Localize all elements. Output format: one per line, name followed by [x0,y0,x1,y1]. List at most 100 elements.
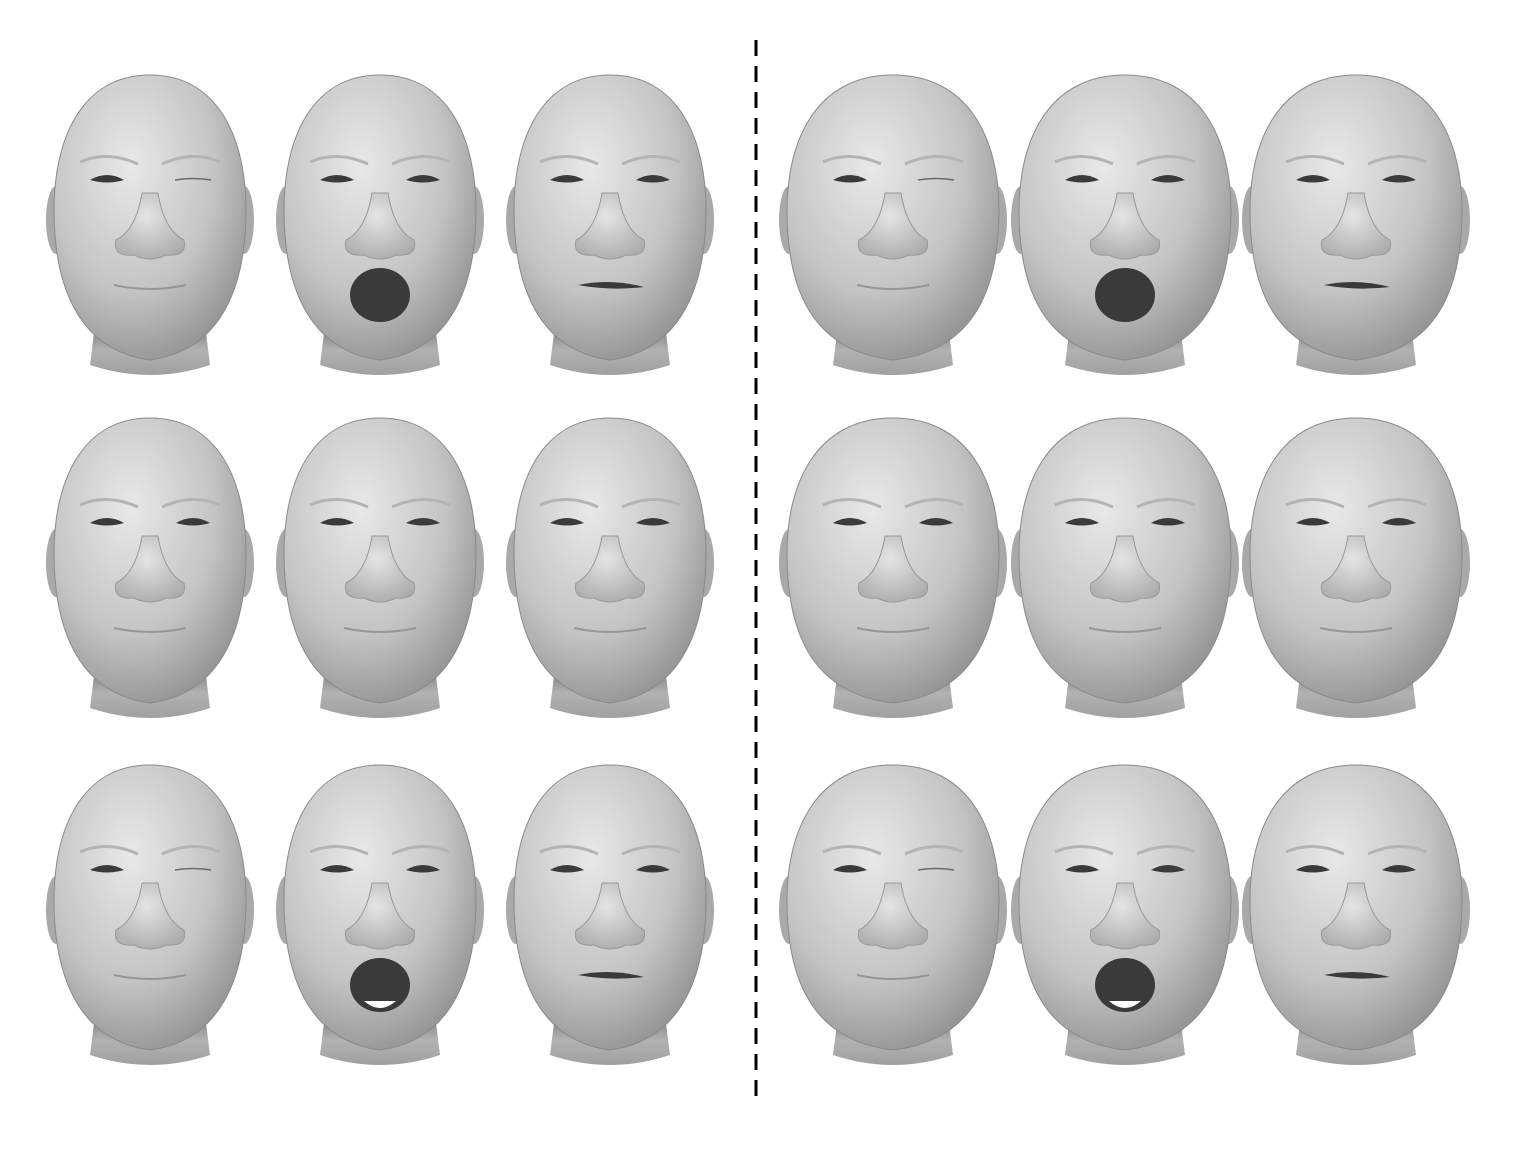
mouth-closed-shape [113,284,187,290]
nose-shape [857,535,929,603]
face-right-r3-c2-yawn [1011,764,1239,1065]
mouth-closed-shape [113,974,187,980]
face-left-r2-c2-neutral [276,417,484,718]
nose-shape [1089,535,1161,603]
face-right-r2-c2-neutral [1011,417,1239,718]
nose-shape [344,192,416,260]
brow-left-shape [1054,155,1114,166]
brow-left-shape [309,845,369,856]
brow-left-shape [1285,498,1345,509]
teeth-shape [1109,1001,1141,1008]
brow-right-shape [161,845,221,856]
eye-left-shape [1296,865,1330,873]
eye-left-shape [833,518,867,526]
eye-left-shape [550,518,584,526]
brow-left-shape [79,155,139,166]
brow-right-shape [1367,845,1427,856]
eye-left-shape [833,175,867,183]
brow-left-shape [79,498,139,509]
eye-left-shape [550,865,584,873]
eye-right-shape [636,175,670,183]
face-right-r2-c1-neutral [779,417,1007,718]
mouth-smirk-shape [578,971,644,979]
brow-left-shape [1285,155,1345,166]
face-left-r2-c3-neutral [506,417,714,718]
brow-left-shape [309,155,369,166]
face-left-r3-c3-smirk [506,764,714,1065]
face-right-r1-c1-wink [779,74,1007,375]
eye-left-shape [1065,175,1099,183]
nose-shape [574,535,646,603]
brow-left-shape [822,845,882,856]
eye-right-shape [1382,865,1416,873]
brow-left-shape [539,155,599,166]
mouth-closed-shape [343,627,417,633]
eye-right-shape [406,175,440,183]
brow-right-shape [161,155,221,166]
face-left-r2-c1-neutral [46,417,254,718]
eye-right-shape [176,518,210,526]
brow-right-shape [621,498,681,509]
eye-right-shape [1151,518,1185,526]
nose-shape [1320,535,1392,603]
brow-left-shape [309,498,369,509]
brow-left-shape [539,498,599,509]
face-left-r1-c3-smirk [506,74,714,375]
brow-left-shape [822,155,882,166]
brow-right-shape [161,498,221,509]
mouth-open-shape [350,958,410,1012]
eye-left-shape [90,865,124,873]
brow-right-shape [391,845,451,856]
face-right-r1-c2-yawn [1011,74,1239,375]
face-right-r1-c3-smirk [1242,74,1470,375]
eye-left-shape [90,175,124,183]
mouth-closed-shape [856,627,930,633]
brow-right-shape [621,155,681,166]
nose-shape [574,192,646,260]
nose-shape [344,535,416,603]
teeth-shape [364,1001,396,1008]
brow-right-shape [1136,845,1196,856]
nose-shape [1320,882,1392,950]
brow-right-shape [904,845,964,856]
eye-left-shape [1065,518,1099,526]
brow-right-shape [1136,498,1196,509]
mouth-open-shape [1095,958,1155,1012]
brow-right-shape [904,155,964,166]
face-left-r3-c1-wink [46,764,254,1065]
brow-left-shape [822,498,882,509]
nose-shape [857,192,929,260]
nose-shape [857,882,929,950]
eye-right-shape [919,518,953,526]
nose-shape [114,882,186,950]
eye-left-shape [550,175,584,183]
eye-right-closed-shape [174,177,212,181]
nose-shape [344,882,416,950]
mouth-closed-shape [113,627,187,633]
nose-shape [1089,882,1161,950]
brow-left-shape [79,845,139,856]
brow-right-shape [391,155,451,166]
mouth-open-shape [1095,268,1155,322]
eye-right-shape [636,518,670,526]
nose-shape [114,535,186,603]
brow-left-shape [539,845,599,856]
mouth-smirk-shape [578,281,644,289]
mouth-closed-shape [856,974,930,980]
face-right-r2-c3-neutral [1242,417,1470,718]
eye-left-shape [1296,175,1330,183]
brow-right-shape [1367,155,1427,166]
nose-shape [1089,192,1161,260]
eye-right-shape [406,865,440,873]
brow-left-shape [1054,498,1114,509]
face-left-r1-c2-yawn [276,74,484,375]
face-right-r3-c3-smirk [1242,764,1470,1065]
eye-left-shape [833,865,867,873]
brow-right-shape [621,845,681,856]
brow-right-shape [904,498,964,509]
eye-left-shape [320,865,354,873]
mouth-closed-shape [856,284,930,290]
brow-left-shape [1054,845,1114,856]
nose-shape [574,882,646,950]
